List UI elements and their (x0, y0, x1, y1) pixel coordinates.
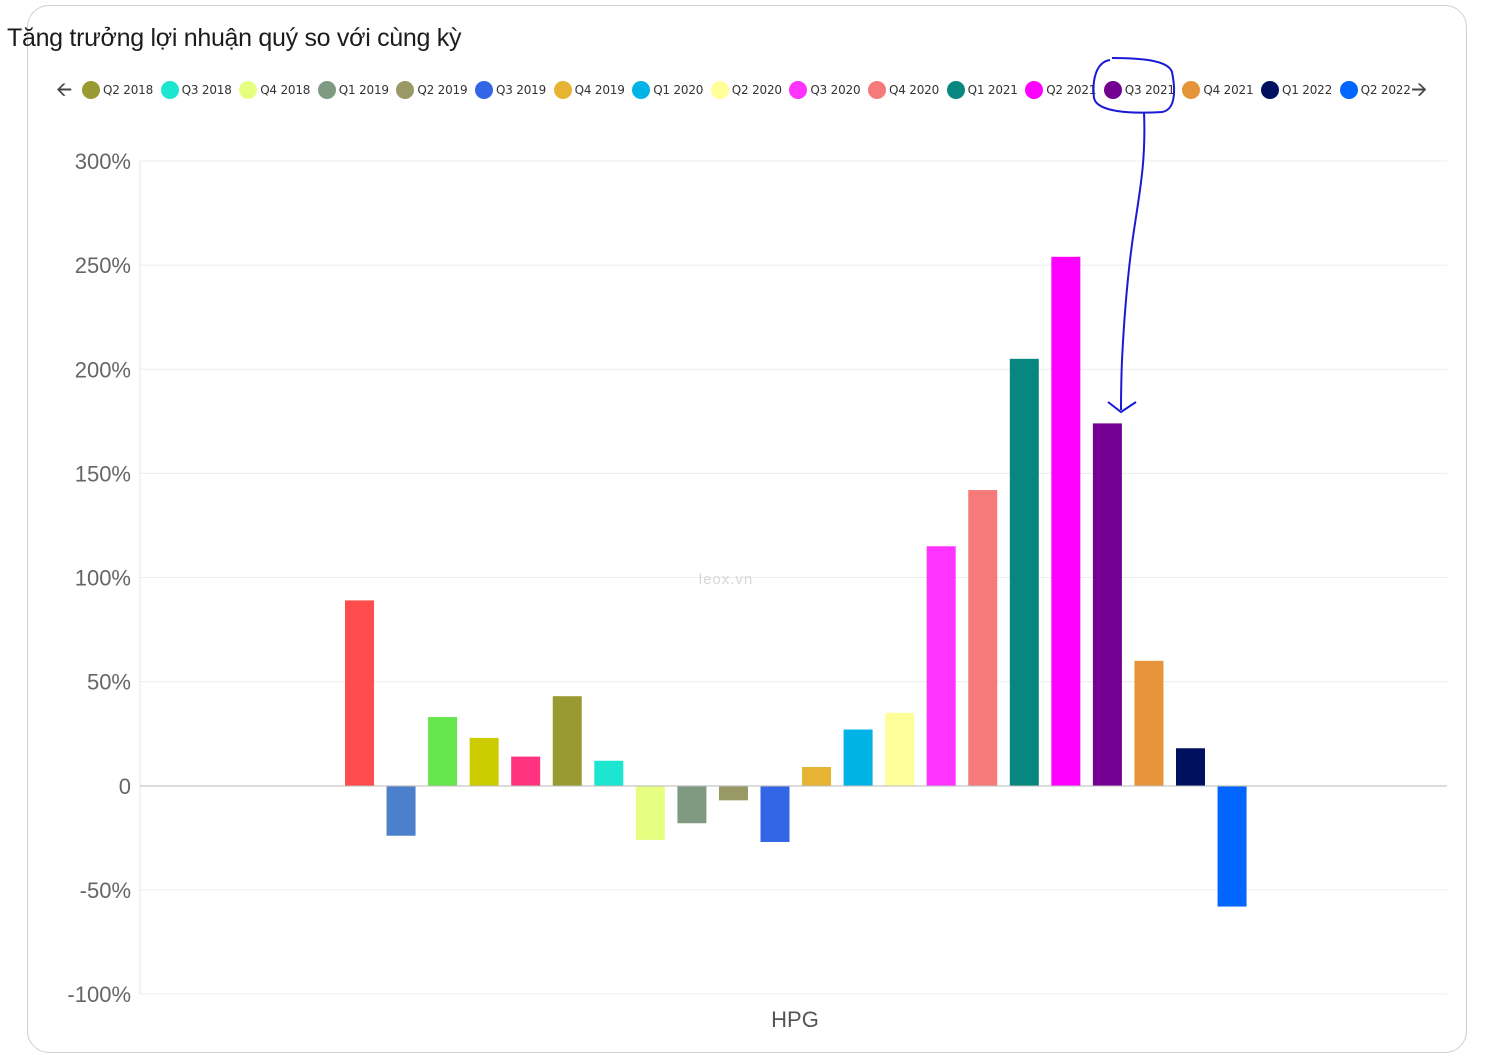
legend-item[interactable]: Q4 2020 (868, 80, 939, 100)
legend-item[interactable]: Q2 2018 (82, 80, 153, 100)
legend-swatch (946, 81, 965, 99)
legend-item[interactable]: Q2 2021 (1025, 80, 1096, 100)
legend-label: Q1 2019 (338, 83, 389, 97)
legend-label: Q3 2020 (810, 83, 861, 97)
legend-swatch (1182, 81, 1201, 99)
chart-card (27, 5, 1467, 1053)
legend-swatch (1339, 81, 1358, 99)
legend-swatch (317, 81, 336, 99)
legend-item[interactable]: Q1 2019 (317, 80, 389, 100)
legend-swatch (239, 81, 258, 99)
legend-swatch (1103, 81, 1122, 99)
legend-swatch (710, 81, 729, 99)
legend-item[interactable]: Q3 2019 (475, 80, 546, 100)
legend-item[interactable]: Q3 2021 (1103, 80, 1175, 100)
legend-swatch (632, 81, 651, 99)
legend-item[interactable]: Q4 2018 (239, 80, 310, 100)
legend-swatch (1261, 81, 1279, 99)
legend-swatch (553, 81, 572, 99)
legend-swatch (160, 81, 179, 99)
legend-item[interactable]: Q2 2022 (1339, 80, 1411, 100)
legend-label: Q1 2022 (1282, 83, 1333, 97)
chart-title: Tăng trưởng lợi nhuận quý so với cùng kỳ (7, 24, 462, 52)
legend-item[interactable]: Q4 2019 (553, 80, 625, 100)
legend-label: Q3 2019 (496, 83, 547, 97)
arrow-right-icon[interactable]: 🡪 (1411, 79, 1428, 101)
legend-label: Q4 2021 (1203, 83, 1254, 97)
legend-swatch (1025, 81, 1044, 99)
legend-item[interactable]: Q1 2021 (946, 80, 1018, 100)
legend-item[interactable]: Q1 2020 (632, 80, 703, 100)
legend-item[interactable]: Q1 2022 (1261, 80, 1332, 100)
legend-swatch (868, 81, 886, 99)
legend-label: Q3 2018 (181, 83, 232, 97)
legend-swatch (82, 81, 100, 99)
legend-label: Q2 2020 (731, 83, 782, 97)
legend-item[interactable]: Q2 2019 (396, 80, 468, 100)
chart-legend: 🡨 Q2 2018 Q3 2018 Q4 2018 Q1 2019 Q2 2019 Q3 … (56, 78, 1436, 102)
legend-label: Q2 2021 (1046, 83, 1097, 97)
legend-label: Q2 2018 (103, 83, 154, 97)
legend-label: Q4 2019 (574, 83, 625, 97)
legend-item[interactable]: Q3 2020 (789, 80, 861, 100)
legend-item[interactable]: Q3 2018 (160, 80, 232, 100)
legend-label: Q2 2019 (417, 83, 468, 97)
legend-swatch (789, 81, 808, 99)
legend-swatch (475, 81, 493, 99)
legend-item[interactable]: Q2 2020 (710, 80, 782, 100)
legend-label: Q1 2020 (653, 83, 704, 97)
legend-label: Q2 2022 (1360, 83, 1411, 97)
legend-label: Q4 2020 (889, 83, 940, 97)
legend-label: Q1 2021 (967, 83, 1018, 97)
legend-swatch (396, 81, 415, 99)
legend-item[interactable]: Q4 2021 (1182, 80, 1254, 100)
arrow-left-icon[interactable]: 🡨 (56, 79, 73, 101)
legend-label: Q4 2018 (260, 83, 311, 97)
legend-label: Q3 2021 (1124, 83, 1175, 97)
